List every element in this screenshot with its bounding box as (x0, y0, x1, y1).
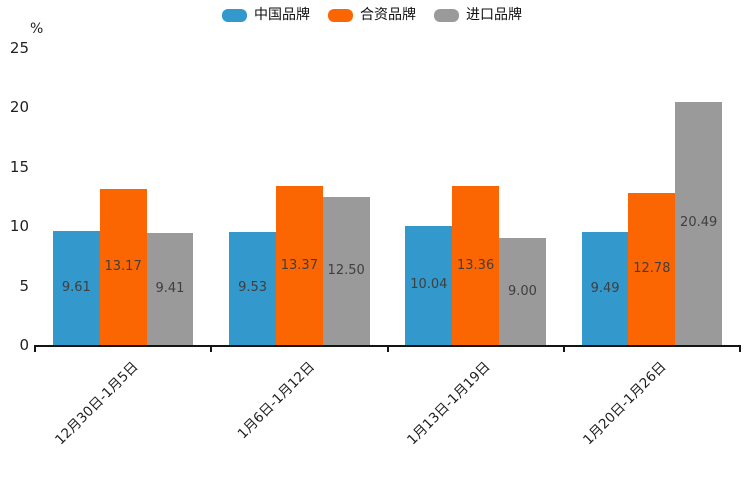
y-axis-label-10: 10 (9, 217, 29, 236)
bar-g0-s2 (146, 233, 194, 345)
bar-value-g1-s1: 13.37 (280, 257, 318, 273)
x-axis-label-0: 12月30日-1月5日 (51, 358, 142, 449)
legend-marker-icon (328, 8, 353, 22)
x-axis-tick (562, 347, 565, 352)
bar-g0-s0 (52, 230, 100, 345)
bar-g0-s1 (99, 188, 147, 345)
x-axis-tick (34, 347, 36, 352)
x-axis-line (34, 345, 741, 347)
x-axis-tick (210, 347, 213, 352)
x-axis-label-2: 1月13日-1月19日 (404, 358, 494, 449)
bar-g2-s1 (452, 186, 500, 345)
y-axis-label-5: 5 (19, 276, 29, 295)
y-axis-label-15: 15 (9, 157, 29, 176)
bar-value-g1-s2: 12.50 (327, 262, 365, 278)
legend-marker-icon (434, 8, 459, 22)
y-axis-label-0: 0 (19, 336, 29, 354)
x-axis-label-3: 1月20日-1月26日 (580, 358, 671, 449)
y-axis-label-25: 25 (9, 39, 29, 57)
legend-item-0: 中国品牌 (222, 7, 310, 23)
bar-value-g0-s2: 9.41 (155, 281, 185, 297)
bar-g1-s1 (275, 186, 323, 345)
bar-value-g2-s2: 9.00 (507, 283, 537, 299)
bar-g3-s0 (581, 232, 629, 345)
bar-g1-s2 (322, 196, 370, 345)
x-axis-tick (386, 347, 389, 352)
legend-item-1: 合资品牌 (328, 7, 416, 23)
y-axis-label-20: 20 (9, 98, 29, 117)
legend-label: 中国品牌 (254, 7, 310, 23)
bar-g1-s0 (229, 231, 276, 345)
bar-value-g2-s1: 13.36 (457, 257, 495, 273)
bar-g3-s2 (675, 101, 723, 345)
bar-value-g3-s2: 20.49 (680, 215, 718, 231)
legend-label: 进口品牌 (466, 7, 522, 23)
bar-value-g2-s0: 10.04 (410, 277, 448, 293)
legend-label: 合资品牌 (360, 7, 416, 23)
bar-value-g0-s0: 9.61 (61, 279, 91, 295)
y-axis-unit-label: % (30, 21, 44, 37)
bar-g3-s1 (628, 193, 676, 345)
x-axis-label-1: 1月6日-1月12日 (234, 358, 318, 443)
bar-value-g3-s0: 9.49 (590, 280, 620, 296)
x-axis-tick (739, 347, 741, 352)
bar-value-g1-s0: 9.53 (238, 280, 268, 296)
bar-value-g3-s1: 12.78 (633, 261, 671, 277)
legend-item-2: 进口品牌 (434, 7, 522, 23)
bar-value-g0-s1: 13.17 (104, 258, 142, 274)
chart-legend: 中国品牌 合资品牌 进口品牌 (0, 7, 744, 23)
bar-g2-s2 (499, 238, 546, 345)
bar-g2-s0 (405, 225, 453, 345)
legend-marker-icon (222, 8, 247, 22)
